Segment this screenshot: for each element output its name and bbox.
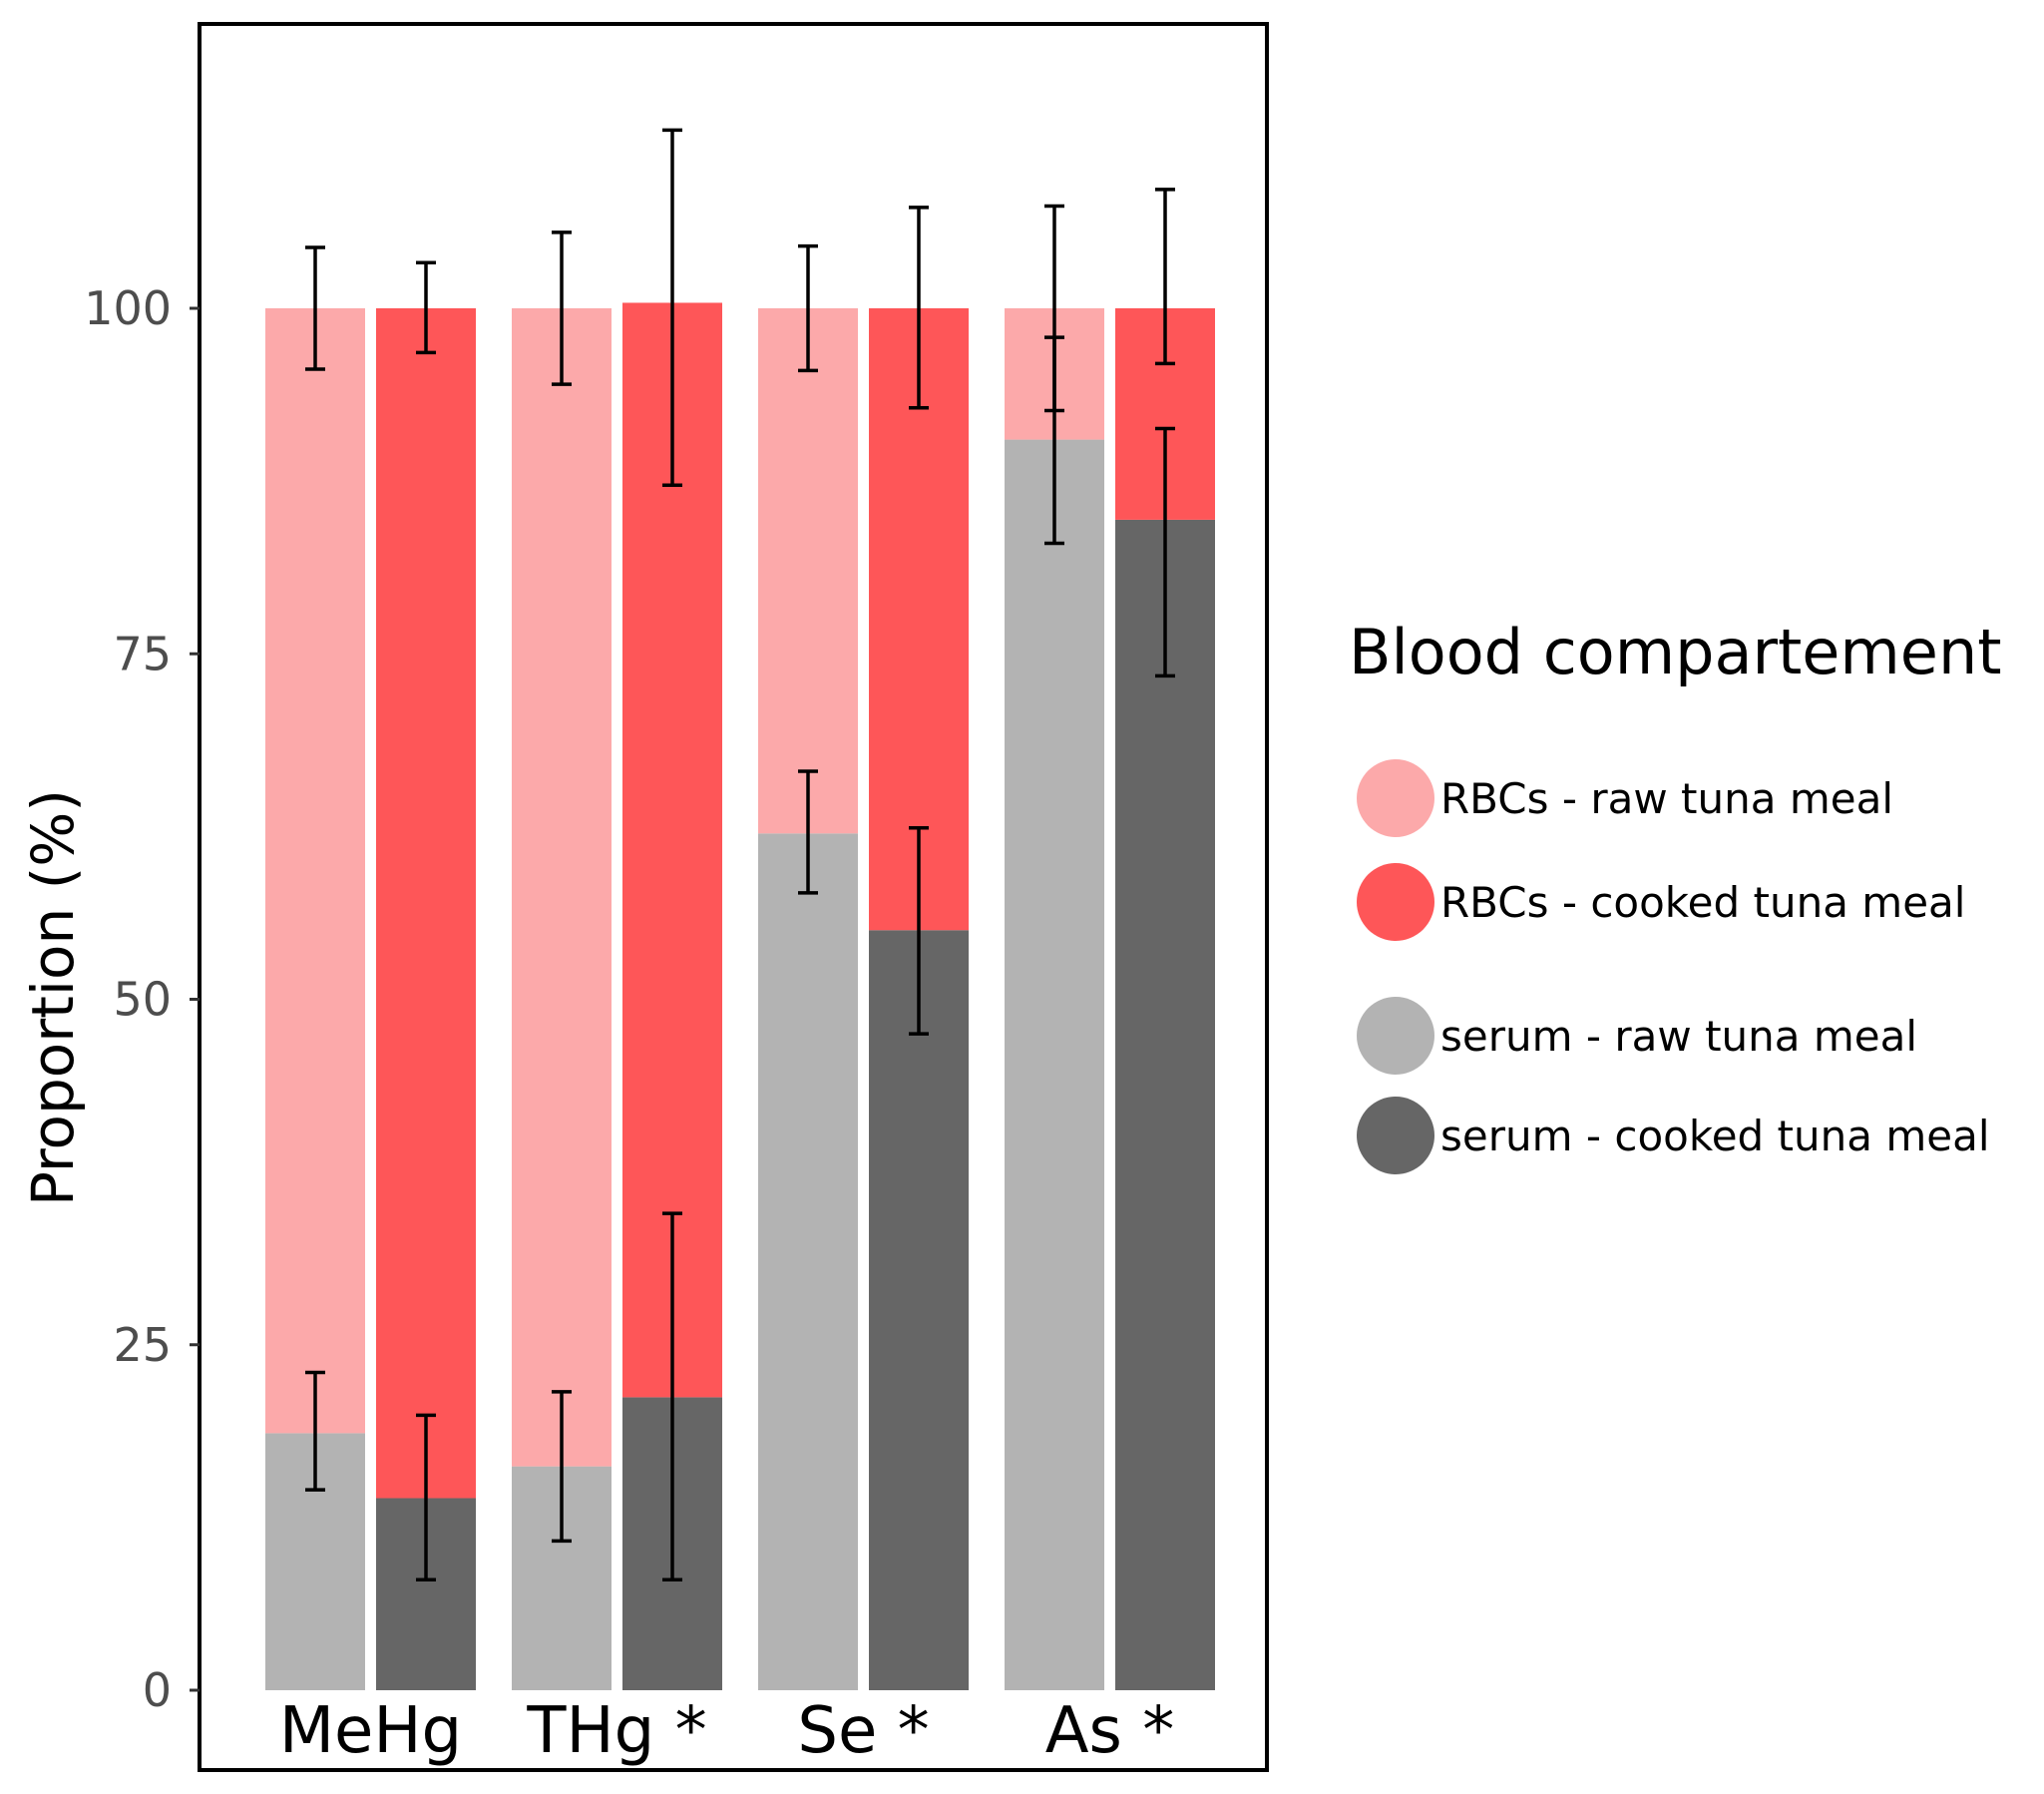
bar-rbcs-raw <box>512 308 612 1467</box>
y-tick-label: 0 <box>143 1663 172 1717</box>
bar-rbcs-cooked <box>376 308 476 1499</box>
error-bar-rbcs-cooked <box>1155 188 1175 366</box>
x-tick-label: MeHg <box>279 1694 462 1768</box>
plot-panel-border <box>198 22 1269 1772</box>
bar-serum-cooked <box>1115 519 1215 1690</box>
error-bar-rbcs-raw <box>1044 204 1064 413</box>
error-bar-serum-raw <box>305 1370 325 1492</box>
legend-key <box>1357 759 1434 837</box>
error-bar-serum-cooked <box>909 826 929 1036</box>
legend-label: serum - cooked tuna meal <box>1440 1112 1990 1160</box>
error-bar-serum-cooked <box>1155 426 1175 678</box>
bar-rbcs-raw <box>758 308 858 834</box>
y-tick-label: 100 <box>84 281 172 335</box>
x-tick-label: Se * <box>797 1694 929 1768</box>
error-bar-rbcs-raw <box>305 245 325 371</box>
legend: Blood compartement RBCs - raw tuna meal R… <box>1349 616 2002 1174</box>
x-tick-label: As * <box>1045 1694 1174 1768</box>
legend-label: RBCs - cooked tuna meal <box>1440 878 1965 927</box>
error-bar-serum-cooked <box>662 1211 682 1581</box>
x-axis: MeHg THg * Se * As * <box>279 1694 1174 1768</box>
error-bar-rbcs-raw <box>798 243 818 373</box>
errorbars-layer <box>305 128 1175 1581</box>
error-bar-serum-raw <box>552 1390 572 1544</box>
y-tick-label: 25 <box>113 1318 172 1372</box>
legend-title: Blood compartement <box>1349 616 2002 688</box>
legend-key <box>1357 997 1434 1075</box>
error-bar-rbcs-cooked <box>662 128 682 488</box>
bar-rbcs-raw <box>265 308 365 1434</box>
legend-label: serum - raw tuna meal <box>1440 1012 1917 1061</box>
error-bar-serum-raw <box>798 769 818 895</box>
y-axis: 0 25 50 75 100 <box>84 281 200 1717</box>
y-tick-label: 50 <box>113 973 172 1027</box>
bar-serum-raw <box>1005 439 1104 1691</box>
y-axis-title: Proportion (%) <box>19 789 87 1206</box>
legend-key <box>1357 1097 1434 1174</box>
x-tick-label: THg * <box>526 1694 706 1768</box>
bars-layer <box>265 302 1215 1691</box>
error-bar-rbcs-cooked <box>416 260 436 355</box>
error-bar-serum-cooked <box>416 1413 436 1581</box>
y-tick-label: 75 <box>113 627 172 680</box>
error-bar-rbcs-cooked <box>909 206 929 410</box>
bar-serum-raw <box>758 833 858 1690</box>
legend-label: RBCs - raw tuna meal <box>1440 774 1893 823</box>
error-bar-rbcs-raw <box>552 230 572 386</box>
legend-key <box>1357 863 1434 941</box>
bar-serum-cooked <box>869 930 969 1690</box>
